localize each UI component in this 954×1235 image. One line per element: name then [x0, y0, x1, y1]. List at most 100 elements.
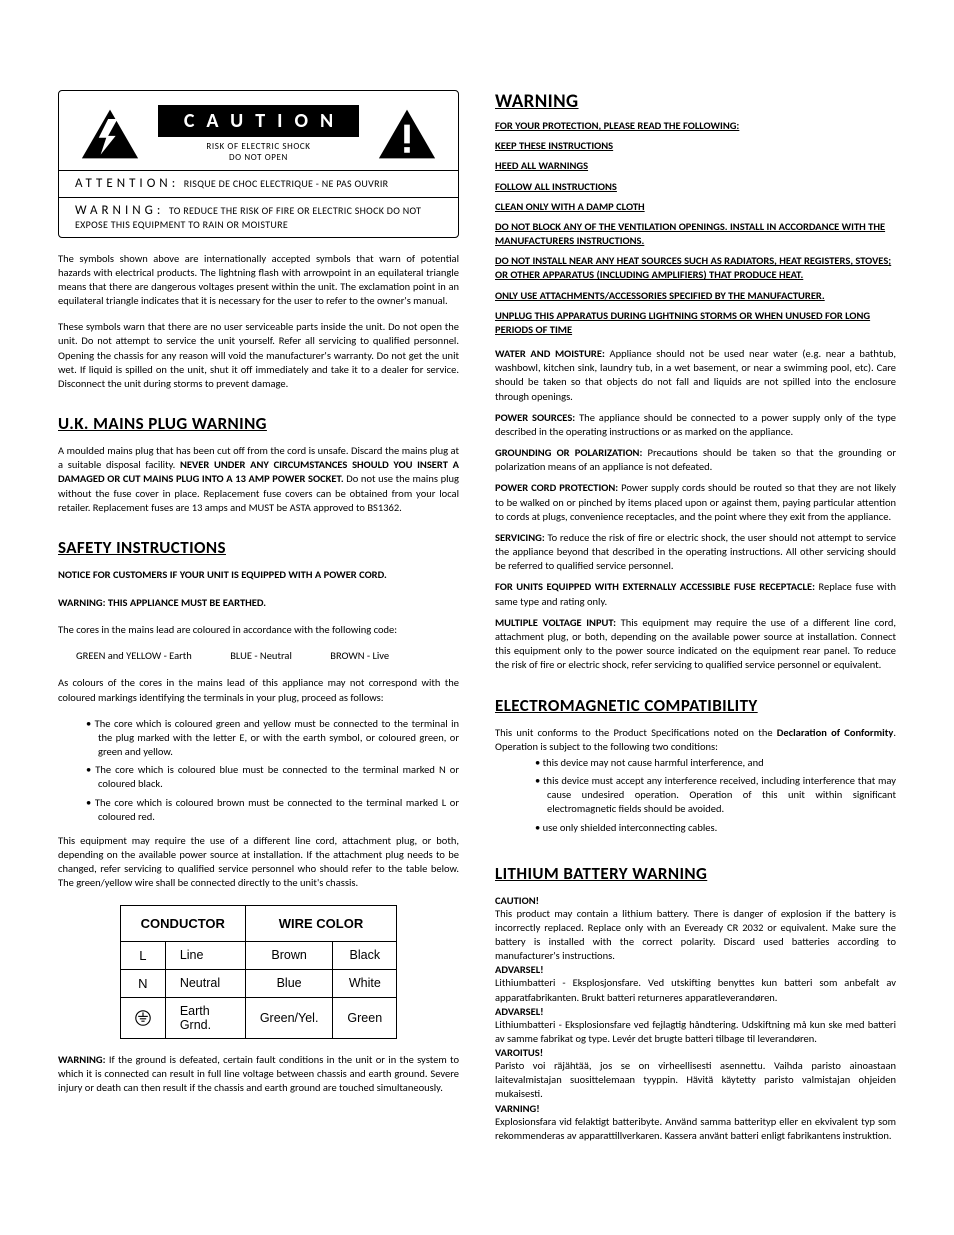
warn-para: GROUNDING OR POLARIZATION: Precautions s…: [495, 446, 896, 474]
legend-live: BROWN - Live: [330, 649, 389, 662]
caution-warning-row: WARNING: TO REDUCE THE RISK OF FIRE OR E…: [59, 197, 458, 237]
cell-code-earth: [120, 997, 165, 1038]
table-row: L Line Brown Black: [120, 941, 396, 969]
lithium-segment: ADVARSEL! Lithiumbatteri - Eksplosjonsfa…: [495, 963, 896, 1004]
warn-line: FOLLOW ALL INSTRUCTIONS: [495, 180, 896, 194]
lithium-varning-text: Explosionsfara vid felaktigt batteribyte…: [495, 1115, 896, 1143]
caution-plate: CAUTION: [158, 105, 359, 137]
warn-para-lead: MULTIPLE VOLTAGE INPUT:: [495, 616, 616, 629]
emc-bullet-text: use only shielded interconnecting cables…: [543, 821, 718, 834]
for-protection: FOR YOUR PROTECTION, PLEASE READ THE FOL…: [495, 119, 896, 133]
attention-text: RISQUE DE CHOC ELECTRIQUE - NE PAS OUVRI…: [181, 177, 388, 190]
warn-para-lead: POWER SOURCES:: [495, 411, 575, 424]
table-header-row: CONDUCTOR WIRE COLOR: [120, 905, 396, 941]
safety-bullet: • The core which is coloured green and y…: [86, 717, 459, 760]
lithium-advarsel2-text: Lithiumbatteri - Eksplosionsfare ved fej…: [495, 1018, 896, 1046]
caution-panel: CAUTION RISK OF ELECTRIC SHOCK DO NOT OP…: [58, 90, 459, 238]
shock-triangle-icon: [78, 106, 142, 162]
safety-notice: NOTICE FOR CUSTOMERS IF YOUR UNIT IS EQU…: [58, 568, 459, 582]
lithium-segment: VARNING! Explosionsfara vid felaktigt ba…: [495, 1102, 896, 1143]
warn-para-lead: POWER CORD PROTECTION:: [495, 481, 618, 494]
warn-para-lead: SERVICING:: [495, 531, 545, 544]
lithium-heading: LITHIUM BATTERY WARNING: [495, 863, 896, 884]
ground-warning-paragraph: WARNING: If the ground is defeated, cert…: [58, 1053, 459, 1096]
caution-label-group: CAUTION RISK OF ELECTRIC SHOCK DO NOT OP…: [158, 105, 359, 164]
safety-bullet-text: The core which is coloured brown must be…: [95, 796, 459, 823]
attention-lead: ATTENTION:: [75, 176, 179, 191]
ground-warn-lead: WARNING:: [58, 1053, 106, 1066]
emc-intro: This unit conforms to the Product Specif…: [495, 726, 896, 754]
warn-para: POWER SOURCES: The appliance should be c…: [495, 411, 896, 439]
warn-line: HEED ALL WARNINGS: [495, 159, 896, 173]
warn-para-text: To reduce the risk of fire or electric s…: [495, 531, 896, 572]
warn-line: CLEAN ONLY WITH A DAMP CLOTH: [495, 200, 896, 214]
emc-intro-pre: This unit conforms to the Product Specif…: [495, 726, 777, 739]
lithium-caution-text: This product may contain a lithium batte…: [495, 907, 896, 964]
earth-symbol-icon: [135, 1010, 151, 1026]
lithium-segment: ADVARSEL! Lithiumbatteri - Eksplosionsfa…: [495, 1005, 896, 1046]
caution-risk1: RISK OF ELECTRIC SHOCK: [158, 141, 359, 152]
warn-para: MULTIPLE VOLTAGE INPUT: This equipment m…: [495, 616, 896, 673]
safety-heading: SAFETY INSTRUCTIONS: [58, 537, 459, 558]
warn-para-lead: GROUNDING OR POLARIZATION:: [495, 446, 642, 459]
warn-line: UNPLUG THIS APPARATUS DURING LIGHTNING S…: [495, 309, 896, 337]
cell-alt: White: [333, 969, 397, 997]
legend-neutral: BLUE - Neutral: [230, 649, 292, 662]
uk-mains-paragraph: A moulded mains plug that has been cut o…: [58, 444, 459, 515]
lithium-varoitus-head: VAROITUS!: [495, 1046, 896, 1059]
cell-label: Earth Grnd.: [165, 997, 245, 1038]
warn-para-lead: FOR UNITS EQUIPPED WITH EXTERNALLY ACCES…: [495, 580, 815, 593]
cell-normal: Brown: [245, 941, 333, 969]
intro-paragraph-2: These symbols warn that there are no use…: [58, 320, 459, 391]
emc-bullet-text: this device must accept any interference…: [543, 774, 896, 815]
lithium-advarsel1-head: ADVARSEL!: [495, 963, 896, 976]
left-column: CAUTION RISK OF ELECTRIC SHOCK DO NOT OP…: [58, 90, 459, 1143]
emc-heading: ELECTROMAGNETIC COMPATIBILITY: [495, 695, 896, 716]
cell-normal: Green/Yel.: [245, 997, 333, 1038]
cell-label: Line: [165, 941, 245, 969]
table-row: N Neutral Blue White: [120, 969, 396, 997]
lithium-segment: VAROITUS! Paristo voi räjähtää, jos se o…: [495, 1046, 896, 1102]
safety-bullet-text: The core which is coloured blue must be …: [95, 763, 459, 790]
warn-line: KEEP THESE INSTRUCTIONS: [495, 139, 896, 153]
safety-bullets: • The core which is coloured green and y…: [58, 717, 459, 824]
wire-color-table: CONDUCTOR WIRE COLOR L Line Brown Black …: [120, 905, 397, 1039]
table-row: Earth Grnd. Green/Yel. Green: [120, 997, 396, 1038]
lithium-varoitus-text: Paristo voi räjähtää, jos se on virheell…: [495, 1059, 896, 1102]
wire-legend: GREEN and YELLOW - Earth BLUE - Neutral …: [58, 649, 459, 662]
two-column-layout: CAUTION RISK OF ELECTRIC SHOCK DO NOT OP…: [58, 90, 896, 1143]
emc-bullets: • this device may not cause harmful inte…: [495, 756, 896, 835]
caution-header: CAUTION RISK OF ELECTRIC SHOCK DO NOT OP…: [59, 91, 458, 170]
cell-alt: Green: [333, 997, 397, 1038]
safety-earth-warn: WARNING: THIS APPLIANCE MUST BE EARTHED.: [58, 596, 459, 610]
caution-risk2: DO NOT OPEN: [158, 152, 359, 163]
lithium-advarsel1-text: Lithiumbatteri - Eksplosjonsfare. Ved ut…: [495, 976, 896, 1004]
safety-bullet: • The core which is coloured brown must …: [86, 796, 459, 824]
warn-para: POWER CORD PROTECTION: Power supply cord…: [495, 481, 896, 524]
emc-bullet: • this device may not cause harmful inte…: [535, 756, 896, 770]
emc-bullet: • use only shielded interconnecting cabl…: [535, 821, 896, 835]
safety-bullet-text: The core which is coloured green and yel…: [95, 717, 459, 758]
warn-para-lead: WATER AND MOISTURE:: [495, 347, 605, 360]
cell-alt: Black: [333, 941, 397, 969]
cores-intro: The cores in the mains lead are coloured…: [58, 623, 459, 637]
exclamation-triangle-icon: [375, 106, 439, 162]
th-conductor: CONDUCTOR: [120, 905, 245, 941]
warn-line: DO NOT INSTALL NEAR ANY HEAT SOURCES SUC…: [495, 254, 896, 282]
warn-para: WATER AND MOISTURE: Appliance should not…: [495, 347, 896, 404]
cell-code: N: [120, 969, 165, 997]
safety-bullet: • The core which is coloured blue must b…: [86, 763, 459, 791]
lithium-segment: CAUTION! This product may contain a lith…: [495, 894, 896, 964]
right-column: WARNING FOR YOUR PROTECTION, PLEASE READ…: [495, 90, 896, 1143]
legend-earth: GREEN and YELLOW - Earth: [76, 649, 192, 662]
cell-normal: Blue: [245, 969, 333, 997]
cell-label: Neutral: [165, 969, 245, 997]
emc-intro-bold: Declaration of Conformity: [777, 726, 894, 739]
ground-warn-text: If the ground is defeated, certain fault…: [58, 1053, 459, 1094]
emc-bullet: • this device must accept any interferen…: [535, 774, 896, 817]
warning-heading: WARNING: [495, 90, 896, 113]
equip-paragraph: This equipment may require the use of a …: [58, 834, 459, 891]
warn-line: ONLY USE ATTACHMENTS/ACCESSORIES SPECIFI…: [495, 289, 896, 303]
page: CAUTION RISK OF ELECTRIC SHOCK DO NOT OP…: [0, 0, 954, 1203]
lithium-varning-head: VARNING!: [495, 1102, 896, 1115]
